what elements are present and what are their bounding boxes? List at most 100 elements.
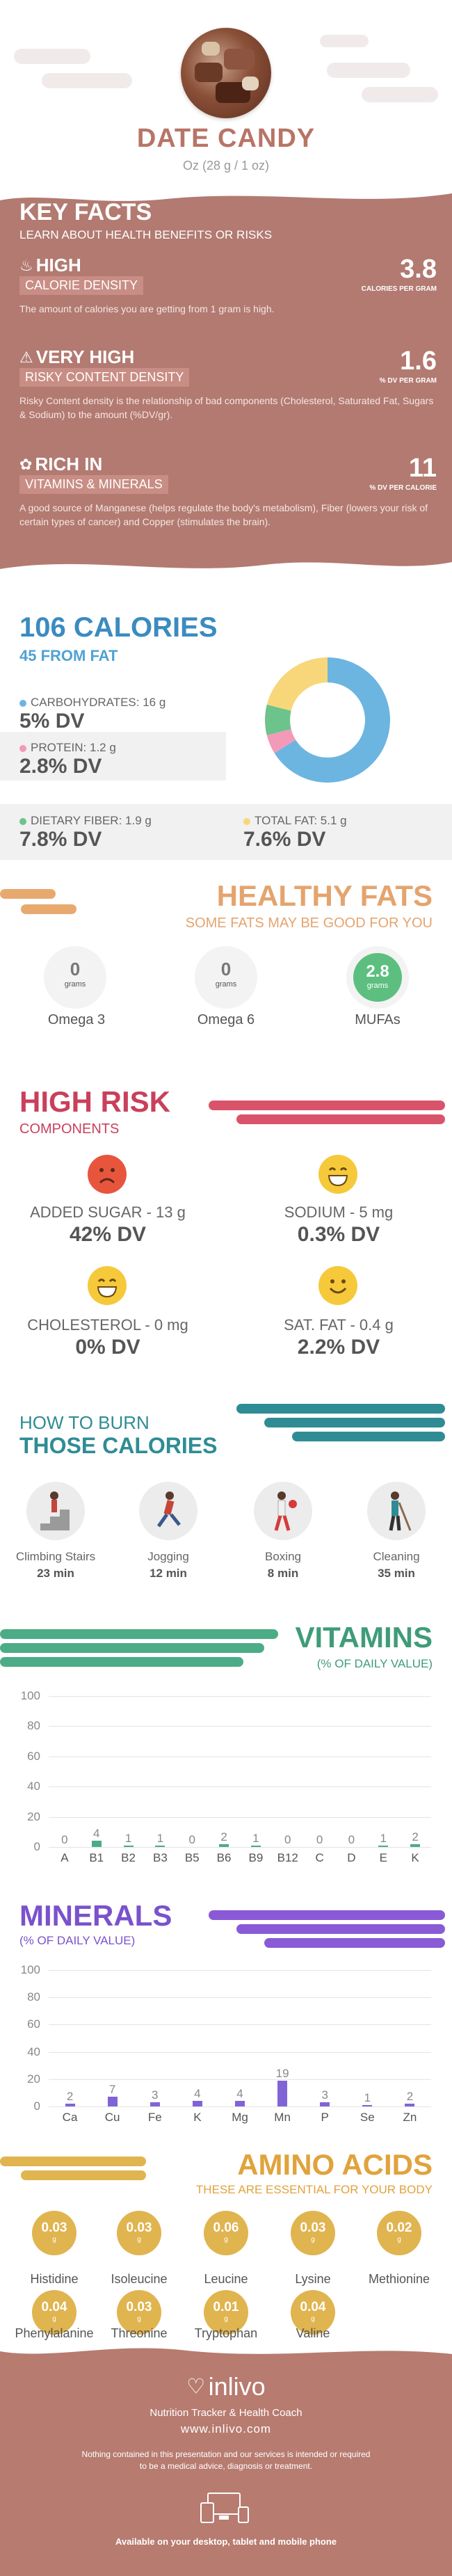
bar-value-label: 1 xyxy=(364,2091,371,2105)
top-wave xyxy=(0,186,452,201)
amino-label: Isoleucine xyxy=(111,2272,168,2286)
key-fact-description: Risky Content density is the relationshi… xyxy=(19,395,434,420)
vitamins-title: VITAMINS xyxy=(295,1621,433,1654)
stairs-icon xyxy=(26,1482,85,1540)
key-fact-description: A good source of Manganese (helps regula… xyxy=(19,502,428,527)
healthy-fats-subtitle: SOME FATS MAY BE GOOD FOR YOU xyxy=(185,915,433,931)
vitamins-section: VITAMINS (% OF DAILY VALUE) 100 80 60 40 20 0… xyxy=(0,1621,452,1885)
bar-value-label: 3 xyxy=(321,2088,328,2102)
bar-K xyxy=(410,1843,421,1847)
key-fact-calorie-density: ♨ HIGH CALORIE DENSITY 3.8 CALORIES PER … xyxy=(19,255,437,316)
x-tick-label: K xyxy=(193,2111,202,2124)
calories-section: 106 CALORIES 45 FROM FAT CARBOHYDRATES: … xyxy=(0,577,452,870)
gridline xyxy=(49,2079,431,2080)
footer-url[interactable]: www.inlivo.com xyxy=(180,2422,272,2435)
burn-title-line2: THOSE CALORIES xyxy=(19,1433,218,1458)
key-fact-unit: CALORIES PER GRAM xyxy=(361,285,437,293)
y-tick-label: 20 xyxy=(27,1809,40,1823)
key-fact-value: 11 xyxy=(408,454,437,483)
bar-value-label: 0 xyxy=(61,1833,68,1846)
x-tick-label: A xyxy=(60,1851,69,1864)
omega6-bubble: 0 grams xyxy=(195,946,257,1009)
warning-icon: ⚠ xyxy=(19,348,33,366)
bar-Mn xyxy=(277,2080,288,2106)
y-tick-label: 0 xyxy=(33,1840,40,1853)
gridline xyxy=(49,1786,431,1788)
omega3-bubble: 0 grams xyxy=(44,946,106,1009)
bar-Fe xyxy=(150,2102,160,2106)
added-sugar-label: ADDED SUGAR - 13 g xyxy=(30,1203,186,1221)
sat-fat-label: SAT. FAT - 0.4 g xyxy=(284,1316,394,1334)
burn-title-line1: HOW TO BURN xyxy=(19,1412,150,1433)
minerals-subtitle: (% OF DAILY VALUE) xyxy=(19,1934,136,1947)
bar-value-label: 1 xyxy=(380,1831,387,1845)
bar-value-label: 4 xyxy=(93,1827,100,1841)
omega6-label: Omega 6 xyxy=(197,1012,255,1027)
bar-value-label: 1 xyxy=(252,1831,259,1845)
food-image xyxy=(181,28,271,118)
x-tick-label: Fe xyxy=(147,2111,162,2124)
inlivo-logo[interactable]: ♡ inlivo xyxy=(186,2372,266,2401)
leaf-icon: ✿ xyxy=(19,455,33,473)
key-fact-name: RISKY CONTENT DENSITY xyxy=(19,368,190,387)
high-risk-title: HIGH RISK xyxy=(19,1085,171,1118)
page-title: DATE CANDY xyxy=(136,124,316,153)
footer-disclaimer: Nothing contained in this presentation a… xyxy=(81,2449,371,2471)
bar-value-label: 2 xyxy=(406,2090,414,2104)
cleaning-icon xyxy=(367,1482,426,1540)
bar-value-label: 0 xyxy=(188,1833,195,1846)
y-tick-label: 40 xyxy=(27,2045,40,2058)
bar-value-label: 2 xyxy=(66,2090,74,2104)
mufas-label: MUFAs xyxy=(355,1012,401,1027)
amino-bubble: 0.03 g xyxy=(117,2290,161,2335)
nutrient-carbohydrates: CARBOHYDRATES: 16 g 5% DV xyxy=(19,696,166,733)
bar-B9 xyxy=(250,1845,261,1847)
x-tick-label: B12 xyxy=(277,1851,298,1864)
grin-face-icon xyxy=(318,1155,357,1194)
amino-bubble: 0.03 g xyxy=(117,2211,161,2255)
bar-P xyxy=(320,2102,330,2106)
gridline xyxy=(49,1997,431,1999)
key-fact-name: VITAMINS & MINERALS xyxy=(19,475,168,494)
key-fact-unit: % DV PER CALORIE xyxy=(369,484,437,492)
x-tick-label: Mn xyxy=(274,2111,291,2124)
calories-from-fat: 45 FROM FAT xyxy=(19,647,118,664)
bar-value-label: 7 xyxy=(108,2083,116,2097)
y-tick-label: 80 xyxy=(27,1719,40,1733)
minerals-bar-chart: 100 80 60 40 20 0 2 Ca 7 Cu 3 Fe 4 K 4 Mg 19 Mn 3 P 1 Se 2 Zn xyxy=(0,1955,452,2143)
heart-icon: ♡ xyxy=(186,2375,206,2399)
burn-calories-section: HOW TO BURN THOSE CALORIES Climbing Stai… xyxy=(0,1384,452,1621)
added-sugar-value: 42% DV xyxy=(69,1223,147,1246)
activity-time: 35 min xyxy=(378,1567,415,1580)
y-tick-label: 60 xyxy=(27,1749,40,1763)
footer-wave xyxy=(0,2343,452,2354)
activity-name: Boxing xyxy=(265,1550,301,1563)
amino-label: Tryptophan xyxy=(194,2326,258,2340)
x-tick-label: D xyxy=(347,1851,356,1864)
grin-face-icon xyxy=(88,1266,127,1305)
serving-size: Oz (28 g / 1 oz) xyxy=(182,159,270,173)
activity-name: Jogging xyxy=(147,1550,189,1563)
y-tick-label: 20 xyxy=(27,2072,40,2086)
bar-value-label: 1 xyxy=(124,1831,132,1845)
amino-acids-title: AMINO ACIDS xyxy=(237,2148,433,2181)
activity-name: Climbing Stairs xyxy=(15,1550,96,1563)
gridline xyxy=(49,1970,431,1971)
bar-Cu xyxy=(107,2097,118,2106)
x-tick-label: Zn xyxy=(403,2111,417,2124)
jogging-icon xyxy=(139,1482,197,1540)
x-tick-label: Ca xyxy=(62,2111,78,2124)
nutrient-dietary-fiber: DIETARY FIBER: 1.9 g 7.8% DV xyxy=(19,814,152,851)
y-tick-label: 80 xyxy=(27,1990,40,2004)
x-tick-label: K xyxy=(411,1851,419,1864)
sodium-label: SODIUM - 5 mg xyxy=(284,1203,394,1221)
bar-Ca xyxy=(65,2104,75,2106)
gridline xyxy=(49,2024,431,2026)
amino-bubble: 0.02 g xyxy=(377,2211,421,2255)
vitamins-bar-chart: 100 80 60 40 20 0 0 A 4 B1 1 B2 1 B3 0 B5 2 B6 1 B9 0 B12 0 C 0 D… xyxy=(0,1677,452,1878)
gridline xyxy=(49,2051,431,2053)
bar-value-label: 1 xyxy=(156,1831,164,1845)
bar-value-label: 4 xyxy=(236,2087,243,2101)
cholesterol-value: 0% DV xyxy=(75,1336,140,1359)
donut-slice-total-fat xyxy=(265,657,390,783)
